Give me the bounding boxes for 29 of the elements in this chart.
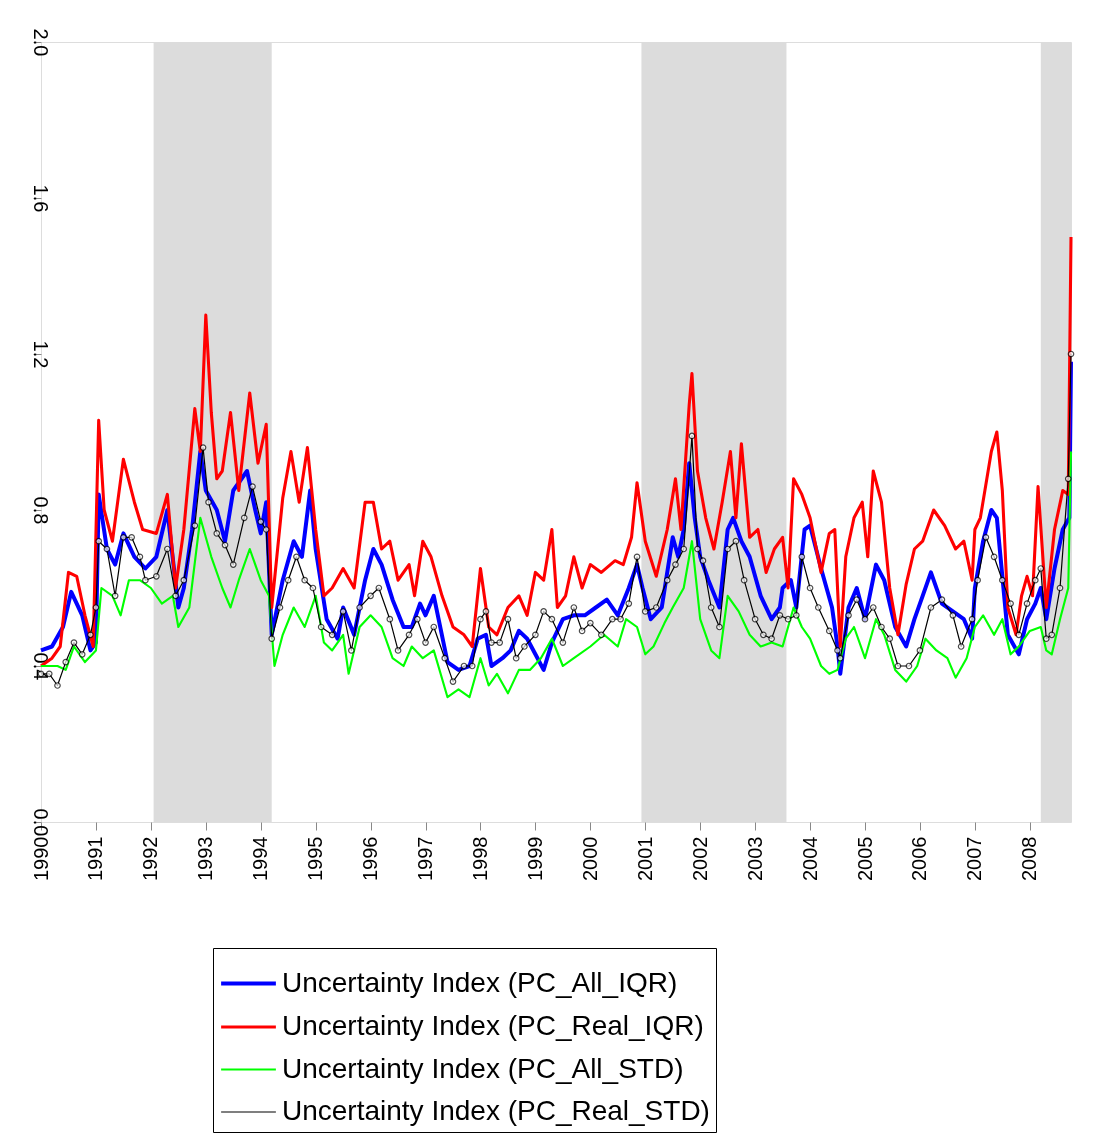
x-tick-label: 2008 — [1018, 836, 1041, 881]
x-tick-label: 2005 — [853, 836, 876, 881]
x-tick-label: 1994 — [249, 836, 272, 881]
y-tick-label: 0.4 — [29, 652, 52, 681]
x-tick-label: 1999 — [523, 836, 546, 881]
y-tick-label: 1.2 — [29, 340, 52, 369]
x-tick-label: 2000 — [578, 836, 601, 881]
x-tick-label: 2001 — [633, 836, 656, 881]
legend-label: Uncertainty Index (PC_Real_STD) — [282, 1095, 710, 1126]
y-tick-label: 1.6 — [29, 184, 52, 213]
y-tick-label: 0.8 — [29, 496, 52, 525]
x-tick-label: 1997 — [414, 836, 437, 881]
x-tick-label: 1998 — [468, 836, 491, 881]
x-tick-label: 2004 — [798, 836, 821, 881]
x-tick-label: 2007 — [963, 836, 986, 881]
x-tick-label: 1996 — [359, 836, 382, 881]
x-tick-label: 1990 — [29, 836, 52, 881]
legend-label: Uncertainty Index (PC_All_IQR) — [282, 966, 678, 998]
x-tick-label: 1992 — [139, 836, 162, 881]
y-tick-label: 0.0 — [29, 808, 52, 837]
x-tick-label: 1995 — [304, 836, 327, 881]
x-tick-label: 1991 — [84, 836, 107, 881]
legend-label: Uncertainty Index (PC_All_STD) — [282, 1052, 684, 1084]
x-tick-label: 2003 — [743, 836, 766, 881]
x-tick-label: 2002 — [688, 836, 711, 881]
x-tick-label: 1993 — [194, 836, 217, 881]
x-tick-label: 2006 — [908, 836, 931, 881]
legend-label: Uncertainty Index (PC_Real_IQR) — [282, 1010, 704, 1041]
y-tick-label: 2.0 — [29, 28, 52, 57]
